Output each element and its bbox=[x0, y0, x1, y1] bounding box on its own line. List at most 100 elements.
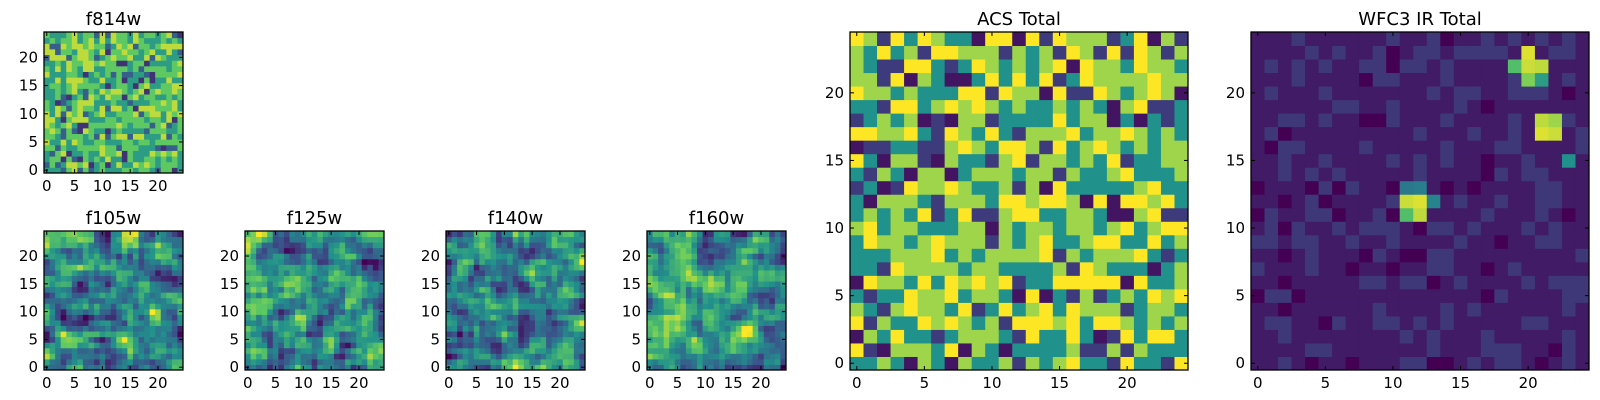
heatmap-cell bbox=[261, 342, 268, 349]
heatmap-cell bbox=[647, 303, 654, 310]
heatmap-cell bbox=[333, 336, 341, 343]
heatmap-cell bbox=[562, 286, 569, 293]
heatmap-cell bbox=[741, 242, 748, 249]
heatmap-cell bbox=[985, 261, 1000, 276]
heatmap-cell bbox=[1039, 113, 1054, 128]
heatmap-cell bbox=[958, 302, 973, 317]
heatmap-cell bbox=[138, 247, 145, 254]
heatmap-cell bbox=[473, 347, 480, 354]
heatmap-cell bbox=[557, 258, 564, 265]
heatmap-cell bbox=[105, 144, 112, 151]
heatmap-cell bbox=[680, 325, 687, 332]
heatmap-cell bbox=[60, 122, 67, 129]
heatmap-cell bbox=[160, 242, 167, 249]
heatmap-cell bbox=[1494, 302, 1509, 317]
heatmap-cell bbox=[685, 358, 692, 365]
heatmap-cell bbox=[1480, 234, 1495, 249]
heatmap-cell bbox=[322, 336, 329, 343]
heatmap-cell bbox=[361, 314, 368, 321]
heatmap-cell bbox=[49, 94, 56, 101]
heatmap-cell bbox=[1548, 221, 1563, 236]
heatmap-cell bbox=[1480, 140, 1495, 155]
heatmap-cell bbox=[171, 297, 178, 304]
heatmap-cell bbox=[60, 336, 67, 343]
heatmap-cell bbox=[658, 342, 665, 349]
heatmap-cell bbox=[1133, 329, 1148, 344]
heatmap-cell bbox=[245, 314, 252, 321]
heatmap-cell bbox=[457, 319, 464, 327]
heatmap-cell bbox=[647, 286, 654, 293]
heatmap-cell bbox=[1453, 248, 1468, 263]
heatmap-cell bbox=[752, 331, 759, 338]
heatmap-cell bbox=[55, 71, 62, 78]
heatmap-cell bbox=[66, 353, 73, 360]
heatmap-cell bbox=[713, 269, 720, 276]
y-tick-label: 20 bbox=[19, 247, 38, 265]
heatmap-cell bbox=[534, 331, 542, 338]
heatmap-cell bbox=[1453, 59, 1468, 74]
heatmap-cell bbox=[451, 236, 458, 243]
heatmap-cell bbox=[99, 253, 106, 260]
heatmap-cell bbox=[708, 281, 715, 288]
heatmap-cell bbox=[127, 116, 134, 123]
heatmap-cell bbox=[116, 139, 123, 146]
heatmap-cell bbox=[166, 358, 173, 365]
heatmap-cell bbox=[1345, 356, 1360, 371]
heatmap-cell bbox=[1521, 302, 1536, 317]
heatmap-cell bbox=[1318, 45, 1333, 60]
heatmap-cell bbox=[71, 139, 78, 146]
heatmap-cell bbox=[372, 319, 379, 327]
heatmap-cell bbox=[1174, 302, 1189, 317]
heatmap-cell bbox=[160, 105, 167, 112]
heatmap-cell bbox=[468, 336, 475, 343]
heatmap-cell bbox=[110, 43, 117, 50]
heatmap-cell bbox=[1318, 126, 1333, 141]
heatmap-cell bbox=[149, 82, 156, 89]
heatmap-cell bbox=[1372, 167, 1387, 182]
heatmap-cell bbox=[691, 286, 698, 293]
heatmap-cell bbox=[132, 253, 140, 260]
heatmap-cell bbox=[283, 286, 290, 293]
heatmap-cell bbox=[904, 234, 919, 249]
heatmap-cell bbox=[904, 167, 919, 182]
heatmap-cell bbox=[1079, 275, 1094, 290]
heatmap-cell bbox=[267, 258, 274, 265]
heatmap-cell bbox=[121, 156, 128, 163]
heatmap-cell bbox=[138, 156, 145, 163]
heatmap-cell bbox=[82, 37, 89, 44]
heatmap-cell bbox=[457, 286, 464, 293]
heatmap-cell bbox=[468, 347, 475, 354]
heatmap-cell bbox=[652, 297, 659, 304]
heatmap-cell bbox=[735, 331, 743, 338]
heatmap-cell bbox=[890, 72, 905, 87]
heatmap-cell bbox=[1318, 221, 1333, 236]
heatmap-cell bbox=[144, 231, 151, 238]
heatmap-cell bbox=[998, 302, 1013, 317]
heatmap-cell bbox=[518, 275, 525, 282]
heatmap-cell bbox=[557, 342, 564, 349]
heatmap-cell bbox=[540, 325, 547, 332]
heatmap-cell bbox=[752, 258, 759, 265]
heatmap-cell bbox=[1480, 194, 1495, 209]
heatmap-cell bbox=[1174, 342, 1189, 357]
heatmap-cell bbox=[647, 314, 654, 321]
heatmap-cell bbox=[361, 253, 368, 260]
heatmap-cell bbox=[1147, 261, 1162, 276]
heatmap-cell bbox=[468, 258, 475, 265]
heatmap-cell bbox=[512, 319, 519, 327]
heatmap-cell bbox=[1575, 59, 1590, 74]
heatmap-cell bbox=[94, 37, 101, 44]
heatmap-cell bbox=[971, 153, 986, 168]
heatmap-cell bbox=[1106, 207, 1121, 222]
heatmap-cell bbox=[490, 281, 497, 288]
heatmap-cell bbox=[283, 314, 290, 321]
heatmap-cell bbox=[457, 247, 464, 254]
heatmap-cell bbox=[1052, 153, 1067, 168]
heatmap-cell bbox=[144, 150, 151, 157]
heatmap-cell bbox=[1534, 261, 1549, 276]
heatmap-cell bbox=[484, 236, 491, 243]
heatmap-cell bbox=[697, 258, 704, 265]
heatmap-cell bbox=[1318, 207, 1333, 222]
heatmap-cell bbox=[562, 292, 569, 299]
heatmap-cell bbox=[1291, 261, 1306, 276]
